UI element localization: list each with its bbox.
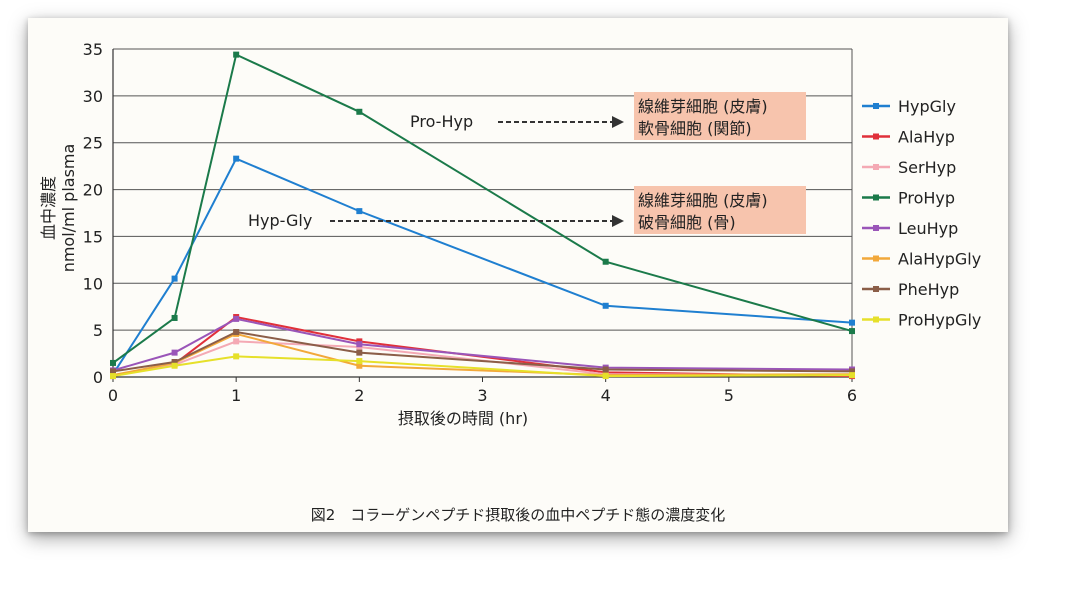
x-tick-label: 2 [354, 386, 364, 405]
data-point [602, 366, 609, 373]
data-point [849, 368, 855, 375]
legend-item-prohypgly: ProHypGly [862, 311, 981, 330]
y-tick-label: 5 [93, 321, 103, 340]
data-point [233, 329, 240, 336]
y-tick-label: 25 [83, 134, 103, 153]
x-tick-label: 1 [231, 386, 241, 405]
data-point [356, 362, 363, 369]
x-tick-labels: 0 1 2 3 4 5 6 [108, 386, 857, 405]
y-axis-unit-label: nmol/ml plasma [59, 144, 78, 273]
data-point [356, 358, 363, 365]
data-point [233, 315, 240, 322]
series-line [112, 53, 853, 364]
data-point [171, 314, 178, 321]
legend-swatch-marker [873, 103, 879, 109]
data-point [233, 155, 240, 162]
legend-item-leuhyp: LeuHyp [862, 219, 958, 238]
legend-swatch-marker [873, 316, 879, 323]
legend-label: LeuHyp [898, 219, 958, 238]
series-line [112, 355, 853, 378]
series-prohypgly [110, 353, 855, 380]
x-axis-label: 摂取後の時間 (hr) [398, 409, 528, 428]
data-point [356, 108, 363, 115]
data-point [171, 349, 178, 356]
legend-item-alahypgly: AlaHypGly [862, 250, 981, 269]
legend-label: ProHypGly [898, 311, 981, 330]
data-point [356, 349, 363, 356]
y-tick-label: 30 [83, 87, 103, 106]
annotation-line: 破骨細胞 (骨) [638, 213, 736, 232]
annotation-hyp-gly: Hyp-Gly 線維芽細胞 (皮膚) 破骨細胞 (骨) [248, 186, 806, 234]
series-line [112, 317, 853, 372]
data-point [110, 373, 116, 380]
y-tick-label: 20 [83, 181, 103, 200]
legend-swatch-marker [873, 255, 879, 262]
legend-label: HypGly [898, 97, 956, 116]
legend-item-hypgly: HypGly [862, 97, 956, 116]
annotation-pro-hyp: Pro-Hyp 線維芽細胞 (皮膚) 軟骨細胞 (関節) [410, 92, 806, 140]
annotation-box [634, 92, 806, 140]
annotations: Pro-Hyp 線維芽細胞 (皮膚) 軟骨細胞 (関節) Hyp-Gly 線維芽… [248, 92, 806, 234]
x-tick-label: 5 [724, 386, 734, 405]
legend-label: AlaHyp [898, 128, 955, 147]
data-point [602, 258, 609, 265]
annotation-line: 軟骨細胞 (関節) [638, 119, 752, 138]
series-prohyp [110, 51, 855, 366]
data-point [171, 275, 178, 282]
data-point [849, 328, 855, 335]
legend-item-phehyp: PheHyp [862, 280, 959, 299]
series-line [112, 157, 853, 375]
legend-label: AlaHypGly [898, 250, 981, 269]
series-group [110, 51, 855, 380]
legend-swatch-marker [873, 164, 879, 170]
annotation-arrowhead [612, 215, 624, 227]
y-tick-label: 15 [83, 227, 103, 246]
annotation-box [634, 186, 806, 234]
data-point [233, 353, 240, 360]
legend-item-serhyp: SerHyp [862, 158, 956, 177]
data-point [849, 319, 855, 326]
y-tick-label: 35 [83, 40, 103, 59]
legend-item-alahyp: AlaHyp [862, 128, 955, 147]
legend-label: PheHyp [898, 280, 959, 299]
legend-item-prohyp: ProHyp [862, 189, 955, 208]
annotation-line: 線維芽細胞 (皮膚) [638, 97, 768, 116]
data-point [110, 359, 116, 366]
legend-swatch-marker [873, 194, 879, 201]
data-point [356, 341, 363, 348]
data-point [110, 368, 116, 375]
legend-swatch-marker [873, 286, 879, 292]
x-tick-label: 3 [477, 386, 487, 405]
series-phehyp [110, 329, 855, 375]
series-line [112, 330, 853, 373]
line-chart: 0 5 10 15 20 25 30 35 0 1 2 3 4 5 6 Pro-Hyp 線維芽細胞 (皮膚… [39, 40, 981, 524]
y-tick-label: 10 [83, 274, 103, 293]
figure-card: 0 5 10 15 20 25 30 35 0 1 2 3 4 5 6 Pro-Hyp 線維芽細胞 (皮膚… [28, 18, 1008, 532]
legend-swatch-marker [873, 225, 879, 231]
data-point [849, 372, 855, 379]
annotation-label: Pro-Hyp [410, 112, 473, 131]
series-leuhyp [110, 315, 855, 374]
legend-label: SerHyp [898, 158, 956, 177]
legend-swatch-marker [873, 133, 879, 140]
data-point [356, 208, 363, 215]
data-point [233, 51, 240, 58]
annotation-line: 線維芽細胞 (皮膚) [638, 191, 768, 210]
data-point [602, 373, 609, 380]
data-point [602, 302, 609, 309]
data-point [171, 359, 178, 366]
annotation-label: Hyp-Gly [248, 211, 312, 230]
y-axis-label: 血中濃度 [39, 176, 58, 240]
annotation-arrowhead [612, 116, 624, 128]
x-tick-label: 0 [108, 386, 118, 405]
figure-caption: 図2 コラーゲンペプチド摂取後の血中ペプチド態の濃度変化 [311, 506, 726, 524]
legend: HypGly AlaHyp SerHyp ProHyp LeuHyp AlaHypGly P… [862, 97, 981, 330]
data-point [171, 362, 178, 369]
data-point [233, 338, 240, 345]
y-tick-labels: 0 5 10 15 20 25 30 35 [83, 40, 103, 387]
x-tick-label: 6 [847, 386, 857, 405]
legend-label: ProHyp [898, 189, 955, 208]
x-tick-label: 4 [601, 386, 611, 405]
y-tick-label: 0 [93, 368, 103, 387]
